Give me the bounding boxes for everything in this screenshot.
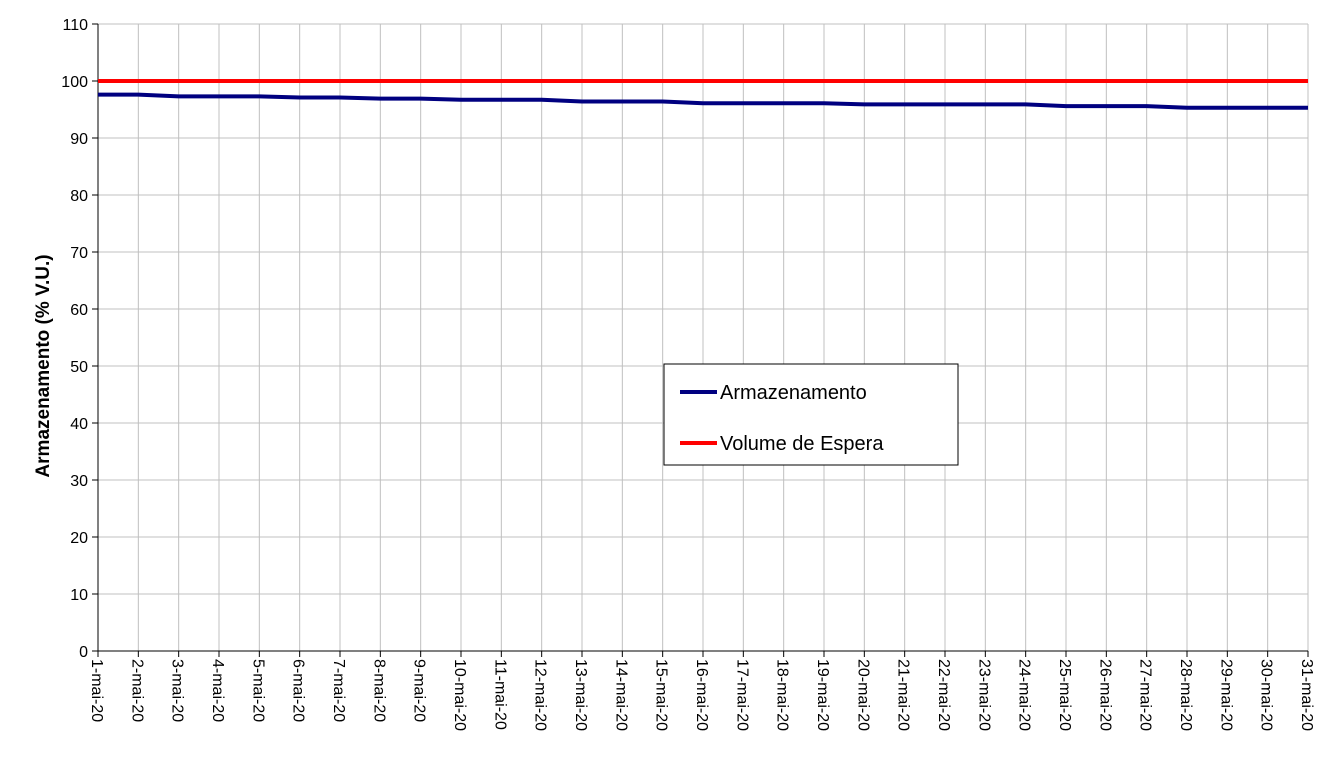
x-tick-label: 31-mai-20 (1298, 659, 1315, 731)
x-tick-label: 1-mai-20 (88, 659, 105, 722)
x-tick-label: 25-mai-20 (1056, 659, 1073, 731)
x-tick-label: 12-mai-20 (532, 659, 549, 731)
x-tick-label: 29-mai-20 (1217, 659, 1234, 731)
y-tick-label: 80 (70, 188, 88, 205)
x-tick-label: 24-mai-20 (1016, 659, 1033, 731)
y-tick-label: 110 (62, 17, 88, 34)
x-tick-label: 28-mai-20 (1177, 659, 1194, 731)
x-tick-label: 14-mai-20 (612, 659, 629, 731)
x-tick-label: 26-mai-20 (1096, 659, 1113, 731)
x-tick-label: 13-mai-20 (572, 659, 589, 731)
x-tick-label: 2-mai-20 (128, 659, 145, 722)
legend-label-volume-de-espera: Volume de Espera (720, 433, 884, 455)
series-line-armazenamento (98, 92, 1308, 110)
y-tick-label: 10 (70, 587, 88, 604)
x-tick-label: 30-mai-20 (1258, 659, 1275, 731)
y-tick-label: 90 (70, 131, 88, 148)
series-layer (98, 79, 1308, 110)
x-tick-label: 17-mai-20 (733, 659, 750, 731)
x-tick-label: 18-mai-20 (774, 659, 791, 731)
x-tick-label: 8-mai-20 (370, 659, 387, 722)
x-tick-label: 7-mai-20 (330, 659, 347, 722)
x-tick-labels: 1-mai-20 2-mai-20 3-mai-20 4-mai-20 5-mai-20… (88, 659, 1315, 731)
legend-box (663, 363, 959, 466)
x-tick-label: 21-mai-20 (895, 659, 912, 731)
x-tick-label: 6-mai-20 (290, 659, 307, 722)
y-axis-title: Armazenamento (% V.U.) (33, 254, 54, 477)
grid-layer (97, 23, 1309, 652)
x-tick-label: 23-mai-20 (975, 659, 992, 731)
x-tick-label: 27-mai-20 (1137, 659, 1154, 731)
x-tick-label: 10-mai-20 (451, 659, 468, 731)
y-tick-label: 0 (79, 644, 88, 661)
y-tick-label: 60 (70, 302, 88, 319)
y-tick-label: 30 (70, 473, 88, 490)
x-tick-label: 4-mai-20 (209, 659, 226, 722)
x-tick-label: 16-mai-20 (693, 659, 710, 731)
x-tick-label: 11-mai-20 (491, 659, 508, 730)
x-tick-label: 15-mai-20 (653, 659, 670, 731)
x-tick-label: 19-mai-20 (814, 659, 831, 731)
y-tick-label: 20 (70, 530, 88, 547)
legend-label-armazenamento: Armazenamento (720, 382, 867, 404)
y-tick-label: 50 (70, 359, 88, 376)
y-tick-label: 70 (70, 245, 88, 262)
legend: Armazenamento Volume de Espera (663, 363, 959, 466)
x-tick-label: 9-mai-20 (411, 659, 428, 722)
x-tick-label: 22-mai-20 (935, 659, 952, 731)
y-tick-labels: 0 10 20 30 40 50 60 70 80 90 100 110 (61, 17, 88, 661)
axis-layer (92, 23, 1309, 657)
y-tick-label: 40 (70, 416, 88, 433)
x-tick-label: 3-mai-20 (169, 659, 186, 722)
y-tick-label: 100 (61, 74, 88, 91)
x-tick-label: 20-mai-20 (854, 659, 871, 731)
x-tick-label: 5-mai-20 (249, 659, 266, 722)
